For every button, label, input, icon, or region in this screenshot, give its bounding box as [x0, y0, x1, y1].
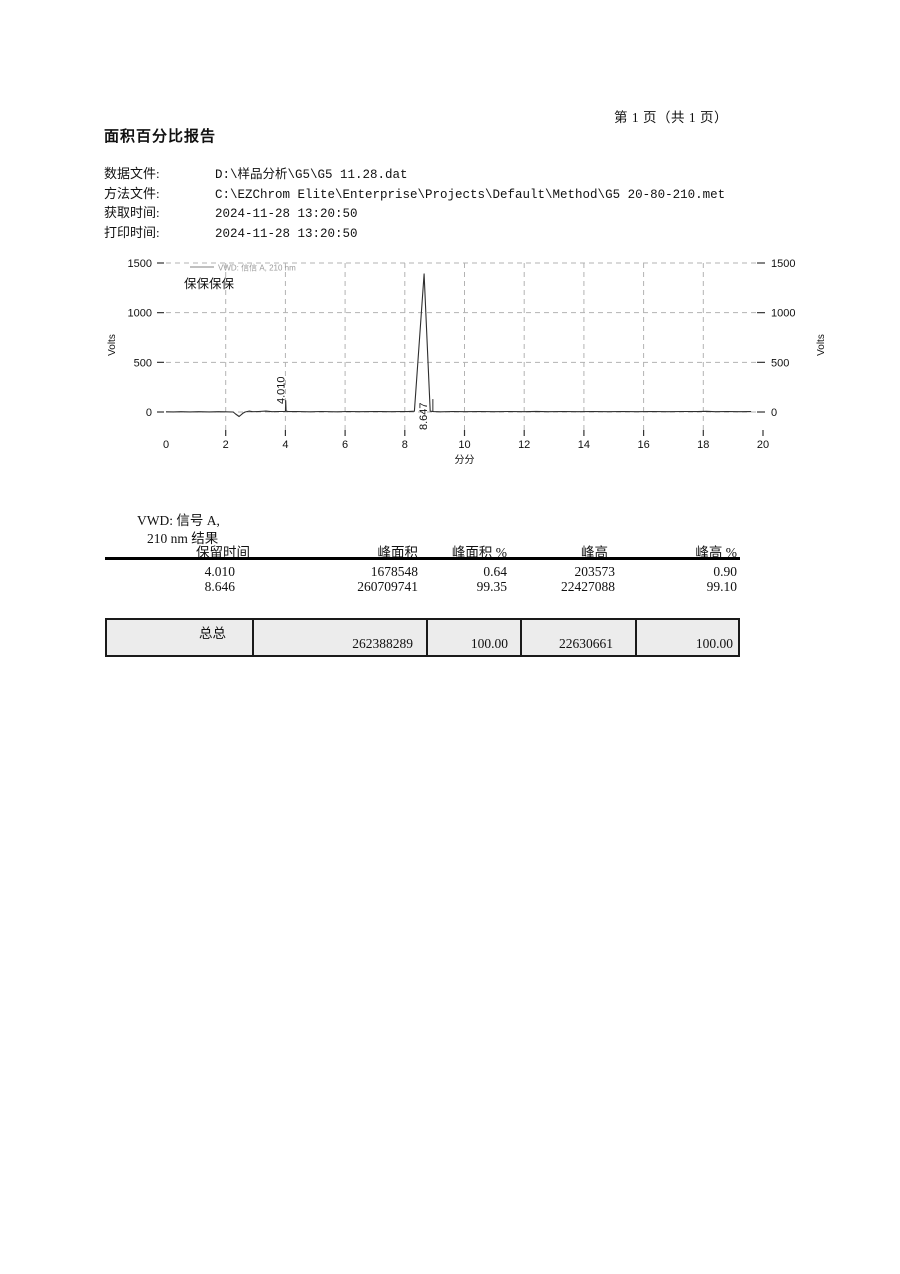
- y-tick-label-left: 500: [134, 357, 152, 369]
- file-info-row-method-file: 方法文件: C:\EZChrom Elite\Enterprise\Project…: [104, 185, 725, 205]
- total-label: 总总: [199, 626, 226, 641]
- data-file-value: D:\样品分析\G5\G5 11.28.dat: [215, 168, 408, 182]
- method-file-value: C:\EZChrom Elite\Enterprise\Projects\Def…: [215, 187, 726, 202]
- total-height: 22630661: [559, 636, 613, 651]
- cell-height: 22427088: [561, 579, 615, 594]
- chromatogram-svg: 0 0 500 500 1000 1000 1500 1500 0 2 4 6 8 10 12 14 16 18 2…: [107, 258, 827, 466]
- x-tick-label: 10: [458, 439, 470, 451]
- signal-trace: [165, 273, 752, 418]
- x-tick-label: 14: [578, 439, 590, 451]
- total-height-pct: 100.00: [695, 636, 733, 651]
- x-axis-title: 分分: [455, 454, 475, 466]
- divider: [252, 620, 254, 655]
- col-peak-height-pct: 峰高 %: [695, 545, 737, 560]
- x-tick-label: 4: [282, 439, 288, 451]
- cell-area-pct: 99.35: [476, 579, 507, 594]
- x-tick-label: 20: [757, 439, 769, 451]
- cell-area-pct: 0.64: [483, 564, 507, 579]
- y-tick-label-right: 1000: [771, 308, 795, 320]
- chromatogram-chart: 0 0 500 500 1000 1000 1500 1500 0 2 4 6 8 10 12 14 16 18 2…: [95, 248, 840, 478]
- y-tick-label-left: 0: [146, 407, 152, 419]
- results-table-header: 保留时间 峰面积 峰面积 % 峰高 峰高 %: [105, 541, 740, 560]
- divider: [426, 620, 428, 655]
- x-tick-label: 0: [163, 439, 169, 451]
- x-tick-label: 6: [342, 439, 348, 451]
- divider: [635, 620, 637, 655]
- signal-title-line2: 210 nm 结果: [147, 531, 219, 546]
- cell-rt: 8.646: [204, 579, 235, 594]
- signal-title-line1: VWD: 信号 A,: [137, 513, 220, 528]
- x-tick-label: 18: [697, 439, 709, 451]
- legend-label: VWD: 信信 A, 210 nm: [218, 263, 296, 273]
- col-peak-height: 峰高: [581, 545, 608, 560]
- cell-height-pct: 99.10: [706, 579, 737, 594]
- method-file-label: 方法文件:: [104, 185, 160, 201]
- printed-time-value: 2024-11-28 13:20:50: [215, 226, 358, 241]
- acquired-time-label: 获取时间:: [104, 205, 160, 221]
- report-title: 面积百分比报告: [104, 129, 217, 145]
- file-info-row-data-file: 数据文件: D:\样品分析\G5\G5 11.28.dat: [104, 165, 725, 185]
- y-tick-label-left: 1500: [128, 258, 152, 270]
- cell-area: 260709741: [357, 579, 418, 594]
- file-info-block: 数据文件: D:\样品分析\G5\G5 11.28.dat 方法文件: C:\EZC…: [104, 165, 725, 243]
- page-number-indicator: 第 1 页（共 1 页）: [614, 110, 728, 125]
- y-tick-label-left: 1000: [128, 308, 152, 320]
- col-peak-area-pct: 峰面积 %: [451, 545, 507, 560]
- x-tick-label: 2: [223, 439, 229, 451]
- file-info-row-acquired-time: 获取时间: 2024-11-28 13:20:50: [104, 204, 725, 224]
- y-tick-label-right: 1500: [771, 258, 795, 270]
- peak-label: 4.010: [276, 376, 288, 404]
- peak-label: 8.647: [418, 402, 430, 430]
- divider: [520, 620, 522, 655]
- y-axis-title-left: Volts: [107, 334, 118, 356]
- cell-height-pct: 0.90: [713, 564, 737, 579]
- table-row: 8.646 260709741 99.35 22427088 99.10: [105, 579, 740, 594]
- printed-time-label: 打印时间:: [104, 224, 160, 240]
- chart-annotation: 保保保保: [184, 277, 235, 291]
- table-row: 4.010 1678548 0.64 203573 0.90: [105, 564, 740, 579]
- y-tick-label-right: 0: [771, 407, 777, 419]
- x-tick-label: 8: [402, 439, 408, 451]
- data-file-label: 数据文件:: [104, 166, 160, 181]
- cell-height: 203573: [574, 564, 616, 579]
- total-area: 262388289: [352, 636, 413, 651]
- table-header-rule: [105, 557, 740, 560]
- x-tick-label: 12: [518, 439, 530, 451]
- col-peak-area: 峰面积: [377, 545, 419, 560]
- acquired-time-value: 2024-11-28 13:20:50: [215, 207, 358, 222]
- x-tick-label: 16: [637, 439, 649, 451]
- cell-rt: 4.010: [204, 564, 235, 579]
- cell-area: 1678548: [370, 564, 418, 579]
- y-axis-title-right: Volts: [816, 334, 827, 356]
- totals-row: 总总 262388289 100.00 22630661 100.00: [105, 618, 740, 657]
- total-area-pct: 100.00: [470, 636, 508, 651]
- y-tick-label-right: 500: [771, 357, 789, 369]
- col-retention-time: 保留时间: [196, 545, 250, 560]
- file-info-row-printed-time: 打印时间: 2024-11-28 13:20:50: [104, 224, 725, 244]
